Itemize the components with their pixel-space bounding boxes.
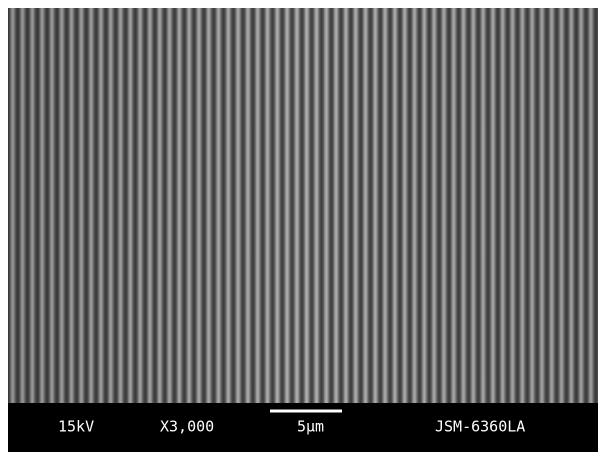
voltage: 15kV (58, 418, 94, 436)
instrument: JSM-6360LA (435, 418, 525, 436)
scale-label: 5μm (297, 418, 324, 436)
sem-micrograph: 15kV X3,000 5μm JSM-6360LA (0, 0, 603, 459)
surface-shading (8, 8, 598, 404)
magnification: X3,000 (160, 418, 214, 436)
